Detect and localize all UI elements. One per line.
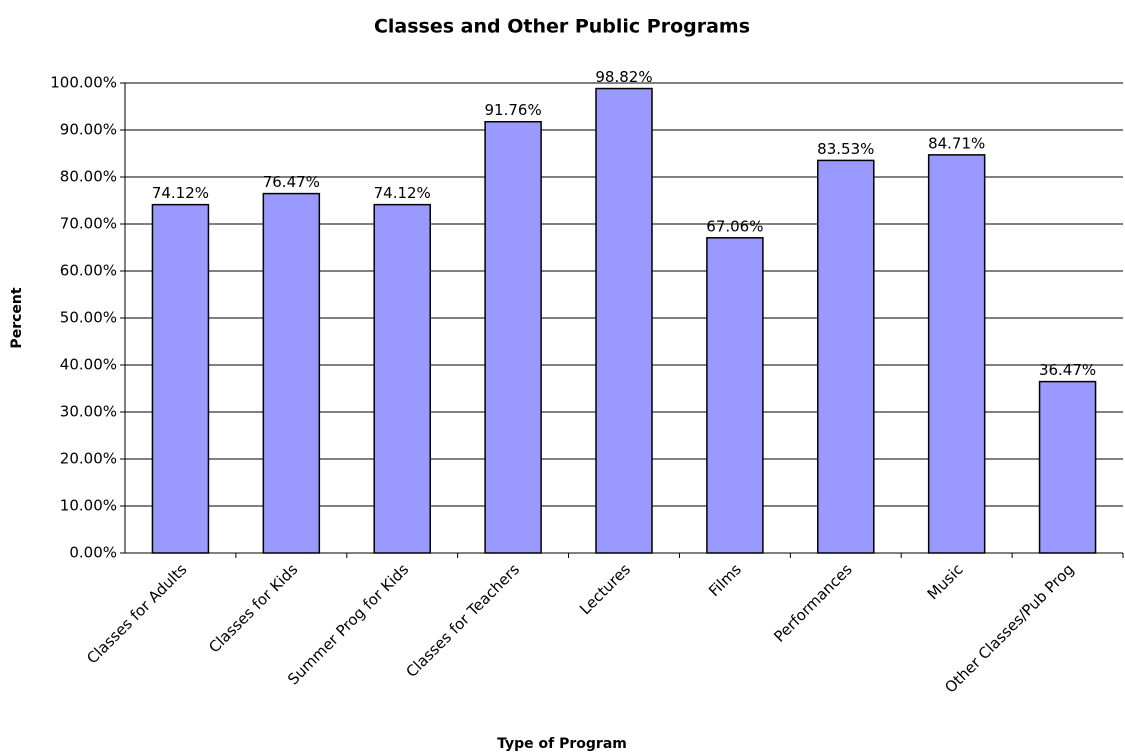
x-tick-label: Films: [705, 560, 745, 600]
y-tick-label: 10.00%: [60, 497, 117, 515]
bar: [373, 203, 431, 554]
x-tick-label: Classes for Teachers: [402, 560, 523, 681]
value-label: 74.12%: [374, 184, 431, 202]
x-tick-label: Classes for Kids: [205, 560, 301, 656]
bar: [706, 237, 764, 554]
value-label: 83.53%: [817, 140, 874, 158]
x-axis-title: Type of Program: [497, 736, 627, 752]
x-tick-label: Classes for Adults: [83, 560, 190, 667]
y-tick-label: 70.00%: [60, 215, 117, 233]
y-tick-label: 30.00%: [60, 403, 117, 421]
x-tick-label: Music: [924, 560, 967, 603]
x-tick-label: Summer Prog for Kids: [284, 560, 412, 688]
x-tick-label: Performances: [770, 560, 856, 646]
x-tick-label: Other Classes/Pub Prog: [941, 560, 1077, 696]
y-tick-label: 20.00%: [60, 450, 117, 468]
y-tick-label: 90.00%: [60, 121, 117, 139]
bar: [817, 159, 875, 554]
y-tick-label: 100.00%: [50, 74, 117, 92]
bar: [484, 120, 542, 554]
y-axis-title: Percent: [9, 287, 25, 348]
value-label: 74.12%: [152, 184, 209, 202]
y-tick-label: 40.00%: [60, 356, 117, 374]
value-label: 67.06%: [706, 217, 763, 235]
value-label: 36.47%: [1039, 361, 1096, 379]
bar: [262, 192, 321, 554]
value-label: 91.76%: [485, 101, 542, 119]
chart-title: Classes and Other Public Programs: [374, 16, 750, 38]
y-tick-label: 50.00%: [60, 309, 117, 327]
x-tick-label: Lectures: [576, 560, 634, 618]
bar: [151, 203, 210, 554]
y-tick-label: 60.00%: [60, 262, 117, 280]
bar: [1038, 380, 1097, 554]
y-tick-label: 0.00%: [69, 544, 117, 562]
bar: [927, 154, 986, 554]
value-label: 98.82%: [595, 68, 652, 86]
bar: [595, 87, 653, 554]
value-label: 76.47%: [263, 173, 320, 191]
value-label: 84.71%: [928, 134, 985, 152]
y-tick-label: 80.00%: [60, 168, 117, 186]
